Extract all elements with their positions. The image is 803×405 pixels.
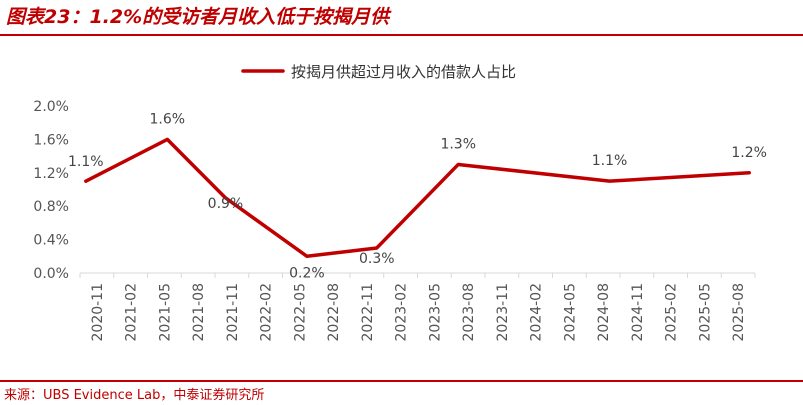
data-label: 0.3% [359,251,395,267]
y-tick-label: 0.4% [33,233,69,249]
title-rule [0,34,803,36]
x-tick-label: 2020-11 [90,283,106,342]
x-tick-label: 2023-02 [394,283,410,342]
x-tick-label: 2025-08 [731,283,747,342]
data-label: 1.1% [592,153,628,169]
series-line [84,137,751,259]
y-tick-label: 0.0% [33,266,69,282]
x-tick-label: 2025-02 [664,283,680,342]
y-tick-label: 0.8% [33,199,69,215]
x-tick-label: 2022-08 [326,283,342,342]
x-tick-label: 2023-05 [427,283,443,342]
x-tick-label: 2023-11 [495,283,511,342]
y-tick-label: 2.0% [33,99,69,115]
x-tick-label: 2024-11 [630,283,646,342]
data-label: 1.3% [440,136,476,152]
x-tick-label: 2024-02 [529,283,545,342]
x-tick-label: 2025-05 [697,283,713,342]
y-tick-label: 1.2% [33,166,69,182]
x-tick-label: 2021-02 [124,283,140,342]
x-tick-label: 2022-02 [259,283,275,342]
data-label: 0.2% [289,265,325,281]
data-label: 1.1% [68,154,104,170]
data-label: 0.9% [208,196,244,212]
x-tick-label: 2024-08 [596,283,612,342]
source-note: 来源：UBS Evidence Lab，中泰证券研究所 [4,388,265,403]
y-tick-label: 1.6% [33,132,69,148]
x-tick-label: 2023-08 [461,283,477,342]
data-label: 1.2% [731,145,767,161]
x-tick-label: 2024-05 [562,283,578,342]
x-tick-label: 2021-08 [191,283,207,342]
legend-label: 按揭月供超过月收入的借款人占比 [291,63,516,81]
data-label: 1.6% [149,111,185,127]
x-tick-label: 2021-05 [157,283,173,342]
x-tick-label: 2022-05 [292,283,308,342]
x-tick-label: 2021-11 [225,283,241,342]
x-tick-label: 2022-11 [360,283,376,342]
chart-title: 图表23：1.2%的受访者月收入低于按揭月供 [6,6,390,28]
source-rule [0,380,803,382]
